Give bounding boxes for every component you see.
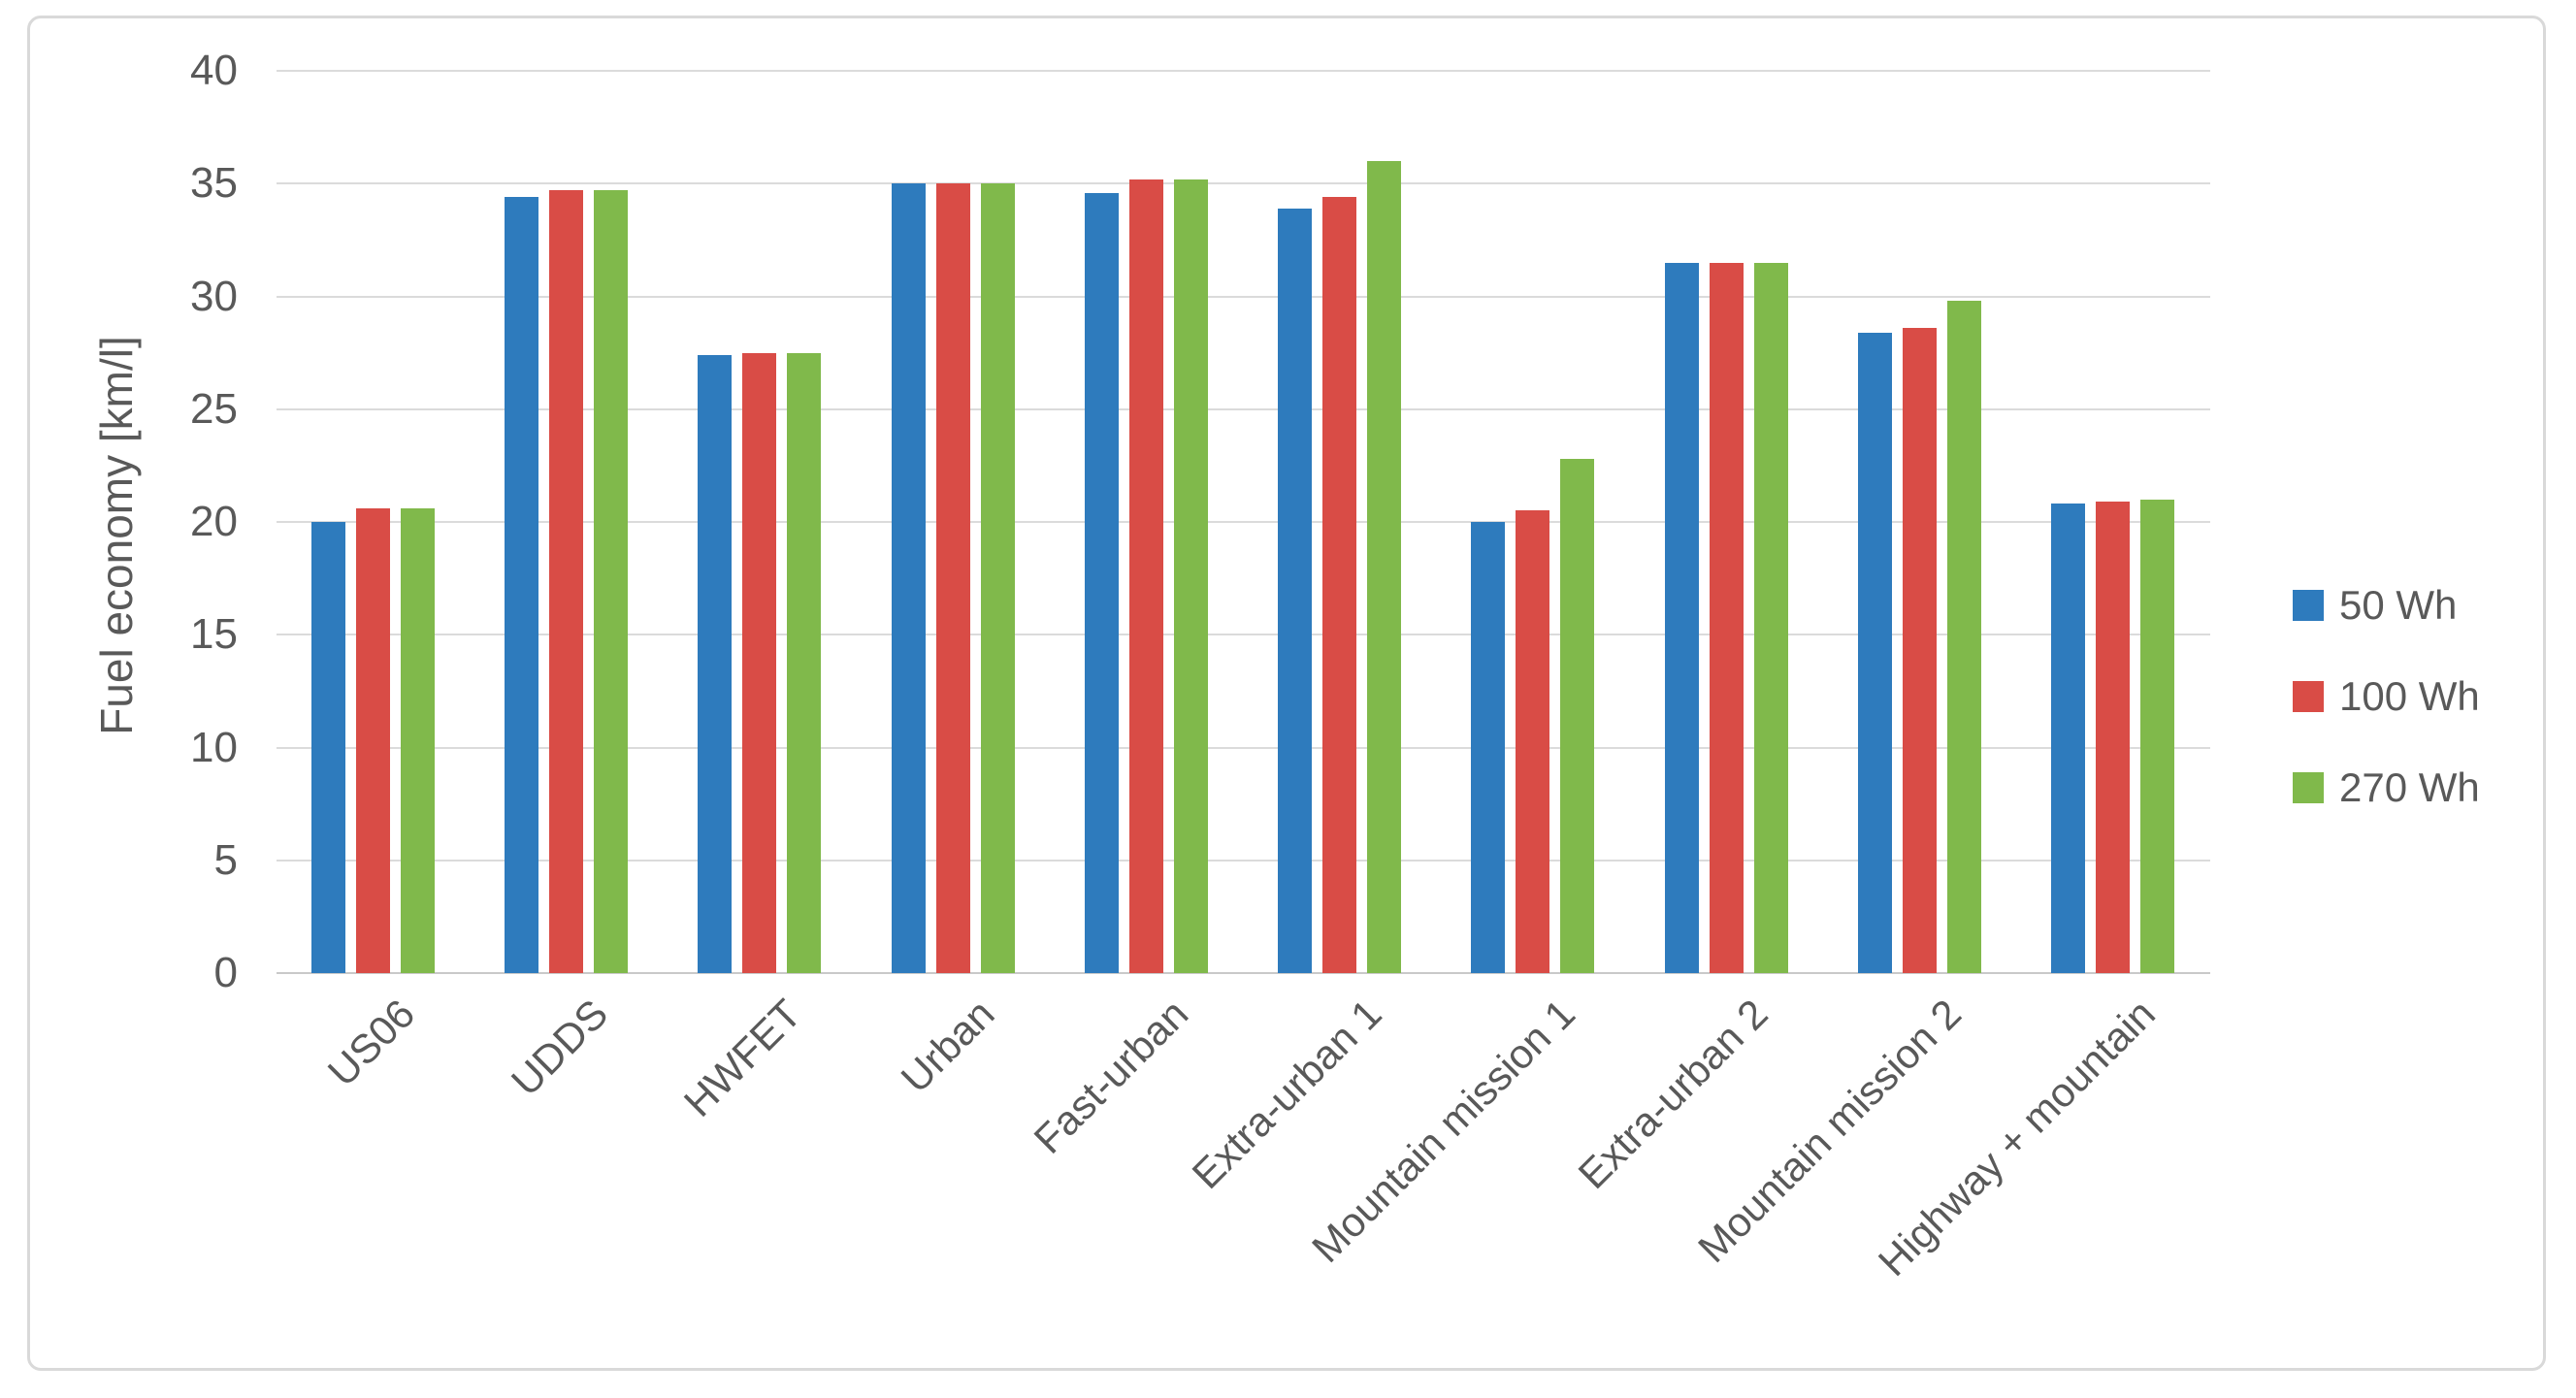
bar-100Wh-mountain-mission-2 [1903,328,1938,973]
legend-item-100wh: 100 Wh [2293,673,2480,720]
bar-100Wh-hwfet [742,352,777,973]
bar-270Wh-udds [593,190,628,973]
bar-50Wh-extra-urban-2 [1664,262,1699,973]
gridline-30 [277,295,2210,298]
bar-270Wh-mountain-mission-1 [1560,458,1595,973]
plot-area [277,70,2210,974]
bar-100Wh-mountain-mission-1 [1516,510,1550,973]
bar-100Wh-urban [935,183,970,973]
bar-270Wh-extra-urban-1 [1367,161,1402,973]
legend-swatch-icon [2293,772,2324,803]
legend: 50 Wh 100 Wh 270 Wh [2293,582,2480,856]
bar-270Wh-urban [980,183,1015,973]
y-tick-label-25: 25 [190,384,238,433]
bar-100Wh-extra-urban-2 [1709,262,1744,973]
legend-label: 50 Wh [2339,582,2458,628]
y-tick-label-10: 10 [190,723,238,771]
gridline-5 [277,859,2210,862]
y-tick-label-40: 40 [190,47,238,94]
legend-item-50wh: 50 Wh [2293,582,2480,629]
bar-100Wh-highway-mountain [2096,502,2131,973]
bar-270Wh-fast-urban [1173,179,1208,973]
gridline-40 [277,70,2210,72]
bar-50Wh-fast-urban [1084,192,1119,973]
bar-270Wh-extra-urban-2 [1753,262,1788,973]
y-axis-title: Fuel economy [km/l] [91,336,142,735]
y-tick-label-30: 30 [190,272,238,320]
bar-100Wh-fast-urban [1128,179,1163,973]
bar-270Wh-highway-mountain [2140,499,2175,973]
bar-50Wh-hwfet [698,354,733,973]
bar-100Wh-extra-urban-1 [1322,197,1357,973]
bar-270Wh-us06 [400,508,435,973]
y-tick-label-5: 5 [213,835,238,884]
bar-50Wh-mountain-mission-2 [1858,332,1893,973]
bar-270Wh-hwfet [787,352,822,973]
bar-50Wh-highway-mountain [2051,504,2086,973]
bar-50Wh-extra-urban-1 [1278,208,1313,973]
legend-label: 270 Wh [2339,764,2480,810]
legend-label: 100 Wh [2339,673,2480,719]
legend-swatch-icon [2293,590,2324,621]
bar-50Wh-mountain-mission-1 [1471,522,1506,973]
bar-100Wh-us06 [355,508,390,973]
gridline-35 [277,182,2210,185]
bar-50Wh-us06 [310,522,345,973]
bar-50Wh-udds [504,197,538,973]
gridline-15 [277,634,2210,636]
legend-swatch-icon [2293,681,2324,712]
y-tick-label-15: 15 [190,610,238,659]
legend-item-270wh: 270 Wh [2293,764,2480,811]
gridline-25 [277,407,2210,410]
bar-100Wh-udds [548,190,583,973]
y-tick-label-20: 20 [190,498,238,545]
gridline-10 [277,746,2210,749]
y-tick-label-35: 35 [190,159,238,208]
bar-270Wh-mountain-mission-2 [1947,301,1982,973]
bar-50Wh-urban [891,183,926,973]
y-tick-label-0: 0 [213,949,238,996]
x-axis-line [277,972,2210,974]
gridline-20 [277,521,2210,523]
